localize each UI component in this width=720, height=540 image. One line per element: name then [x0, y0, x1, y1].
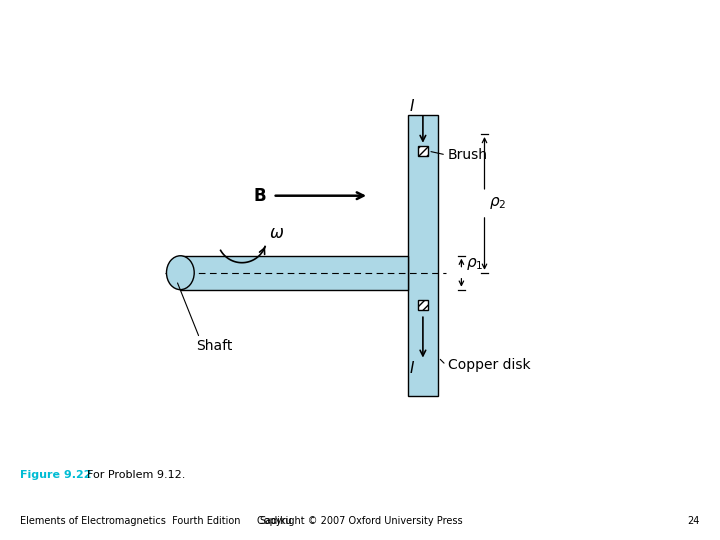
Text: $I$: $I$ — [409, 360, 415, 376]
Bar — [180, 256, 408, 289]
Text: $\rho_1$: $\rho_1$ — [466, 256, 483, 272]
Text: Copper disk: Copper disk — [448, 358, 530, 372]
Text: $I$: $I$ — [409, 98, 415, 113]
Ellipse shape — [166, 256, 194, 289]
Text: $\mathbf{B}$: $\mathbf{B}$ — [253, 187, 266, 205]
Bar — [408, 115, 438, 396]
Text: Elements of Electromagnetics  Fourth Edition: Elements of Electromagnetics Fourth Edit… — [20, 516, 240, 526]
Text: Sadiku: Sadiku — [259, 516, 292, 526]
Text: 24: 24 — [688, 516, 700, 526]
Text: $\rho_2$: $\rho_2$ — [489, 195, 506, 211]
Text: Shaft: Shaft — [196, 339, 232, 353]
Bar — [418, 300, 428, 310]
Text: Brush: Brush — [448, 148, 487, 162]
Text: For Problem 9.12.: For Problem 9.12. — [80, 470, 185, 480]
Text: $\omega$: $\omega$ — [269, 224, 284, 242]
Text: Copyright © 2007 Oxford University Press: Copyright © 2007 Oxford University Press — [257, 516, 463, 526]
Bar — [418, 146, 428, 157]
Text: Figure 9.22: Figure 9.22 — [20, 470, 91, 480]
